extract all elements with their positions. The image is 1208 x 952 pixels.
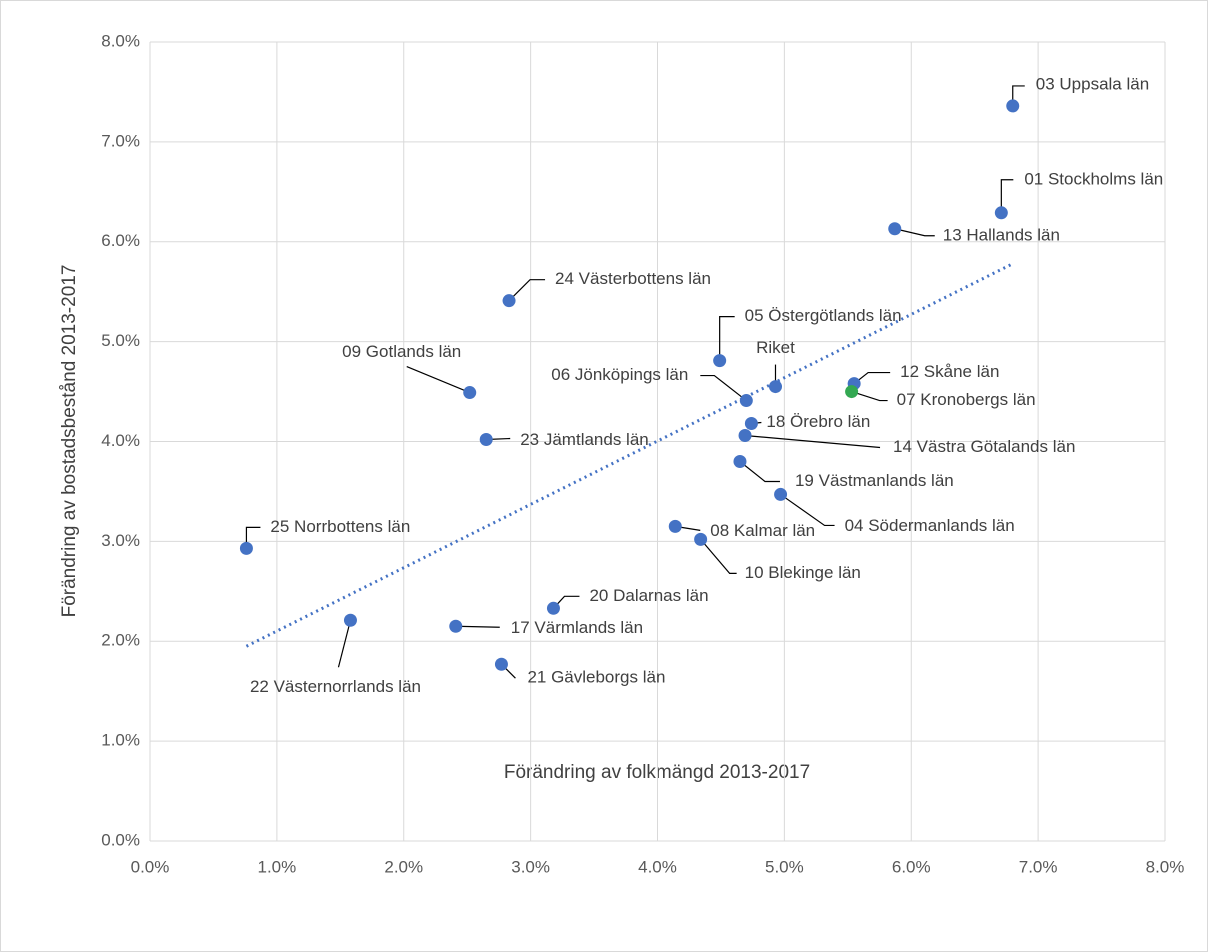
point xyxy=(774,487,788,501)
point-label: 24 Västerbottens län xyxy=(555,269,711,288)
point xyxy=(1006,99,1020,113)
point xyxy=(888,222,902,236)
leader-line xyxy=(700,374,747,402)
point xyxy=(739,394,753,408)
point xyxy=(738,429,752,443)
point xyxy=(668,519,682,533)
x-tick-label: 8.0% xyxy=(1146,857,1185,876)
point-label: 12 Skåne län xyxy=(900,362,999,381)
point xyxy=(713,354,727,368)
point-label: 07 Kronobergs län xyxy=(897,390,1036,409)
y-tick-label: 0.0% xyxy=(101,830,140,849)
point-label: 19 Västmanlands län xyxy=(795,471,954,490)
y-tick-label: 2.0% xyxy=(101,631,140,650)
leader-line xyxy=(1000,179,1014,213)
point xyxy=(694,532,708,546)
leader-line xyxy=(780,493,835,527)
leader-line xyxy=(1012,85,1025,106)
point-label: 08 Kalmar län xyxy=(710,521,815,540)
point-label: 13 Hallands län xyxy=(943,225,1060,244)
point xyxy=(494,657,508,671)
point-label: 17 Värmlands län xyxy=(511,618,643,637)
point xyxy=(768,380,782,394)
leader-line xyxy=(337,620,352,668)
point-label: 14 Västra Götalands län xyxy=(893,437,1075,456)
y-tick-label: 1.0% xyxy=(101,731,140,750)
leader-line xyxy=(894,228,935,237)
y-tick-label: 7.0% xyxy=(101,131,140,150)
leader-line xyxy=(245,526,261,549)
point-label: 18 Örebro län xyxy=(766,412,870,431)
leader-line xyxy=(744,434,881,449)
point-label: 03 Uppsala län xyxy=(1036,74,1149,93)
point xyxy=(449,619,463,633)
point-label: 06 Jönköpings län xyxy=(551,365,688,384)
x-tick-label: 3.0% xyxy=(511,857,550,876)
y-tick-label: 8.0% xyxy=(101,31,140,50)
x-tick-label: 4.0% xyxy=(638,857,677,876)
x-tick-label: 1.0% xyxy=(258,857,297,876)
leader-line xyxy=(508,279,546,302)
y-axis-title: Förändring av bostadsbestånd 2013-2017 xyxy=(59,265,80,618)
point-label: 09 Gotlands län xyxy=(342,342,461,361)
point-label: 04 Södermanlands län xyxy=(845,516,1015,535)
point xyxy=(463,386,477,400)
point xyxy=(239,541,253,555)
point xyxy=(479,433,493,447)
point xyxy=(546,601,560,615)
point-label: 25 Norrbottens län xyxy=(270,517,410,536)
x-tick-label: 6.0% xyxy=(892,857,931,876)
point xyxy=(845,385,859,399)
point-label: 05 Östergötlands län xyxy=(745,306,902,325)
point xyxy=(994,206,1008,220)
leader-line xyxy=(455,625,500,628)
x-tick-label: 2.0% xyxy=(384,857,423,876)
x-tick-label: 5.0% xyxy=(765,857,804,876)
point-label: 01 Stockholms län xyxy=(1024,169,1163,188)
point-label: 22 Västernorrlands län xyxy=(250,677,421,696)
y-tick-label: 4.0% xyxy=(101,431,140,450)
point xyxy=(733,454,747,468)
leader-line xyxy=(739,461,780,483)
point-label: Riket xyxy=(756,338,795,357)
y-tick-label: 3.0% xyxy=(101,531,140,550)
point-label: 20 Dalarnas län xyxy=(589,586,708,605)
leader-line xyxy=(851,390,888,402)
x-tick-label: 0.0% xyxy=(131,857,170,876)
y-tick-label: 5.0% xyxy=(101,331,140,350)
point xyxy=(744,417,758,431)
leader-line xyxy=(700,538,737,574)
point-label: 23 Jämtlands län xyxy=(520,430,649,449)
x-tick-label: 7.0% xyxy=(1019,857,1058,876)
leader-line xyxy=(406,366,470,394)
point-label: 10 Blekinge län xyxy=(745,563,861,582)
point xyxy=(502,294,516,308)
y-tick-label: 6.0% xyxy=(101,231,140,250)
point-label: 21 Gävleborgs län xyxy=(527,668,665,687)
leader-line xyxy=(719,316,735,361)
point xyxy=(343,613,357,627)
